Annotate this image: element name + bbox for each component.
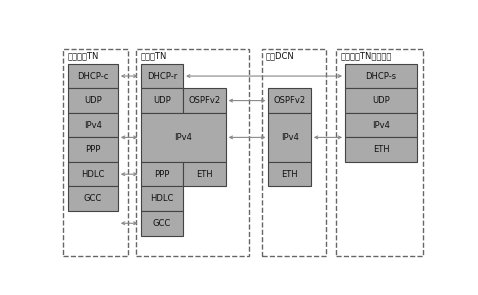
Bar — [68, 88, 118, 113]
Text: 接入型低TN管控系统: 接入型低TN管控系统 — [340, 51, 391, 60]
Text: ETH: ETH — [196, 170, 213, 179]
Bar — [141, 113, 226, 162]
Text: IPv4: IPv4 — [174, 133, 192, 142]
Text: IPv4: IPv4 — [281, 133, 299, 142]
Bar — [345, 64, 417, 88]
Bar — [68, 137, 118, 162]
Text: IPv4: IPv4 — [372, 121, 390, 130]
Bar — [345, 113, 417, 137]
Text: DHCP-c: DHCP-c — [77, 72, 109, 81]
Bar — [141, 162, 183, 186]
Text: 外部DCN: 外部DCN — [266, 51, 295, 60]
Text: 接入型低TN: 接入型低TN — [68, 51, 99, 60]
Bar — [68, 162, 118, 186]
Bar — [183, 88, 226, 113]
Bar — [68, 113, 118, 137]
Bar — [183, 162, 226, 186]
Bar — [268, 88, 311, 113]
Text: DHCP-s: DHCP-s — [366, 72, 397, 81]
Bar — [268, 162, 311, 186]
Text: UDP: UDP — [372, 96, 390, 105]
Bar — [68, 64, 118, 88]
Text: UDP: UDP — [153, 96, 171, 105]
Text: OSPFv2: OSPFv2 — [188, 96, 220, 105]
Text: PPP: PPP — [154, 170, 170, 179]
Bar — [336, 49, 423, 256]
Bar — [64, 49, 128, 256]
Text: HDLC: HDLC — [150, 194, 174, 203]
Bar — [345, 88, 417, 113]
Bar — [141, 64, 183, 88]
Text: GCC: GCC — [84, 194, 102, 203]
Text: OSPFv2: OSPFv2 — [273, 96, 305, 105]
Bar — [141, 186, 183, 211]
Text: IPv4: IPv4 — [84, 121, 102, 130]
Bar — [268, 113, 311, 162]
Text: PPP: PPP — [85, 145, 100, 154]
Bar — [261, 49, 326, 256]
Bar — [68, 186, 118, 211]
Bar — [345, 137, 417, 162]
Text: DHCP-r: DHCP-r — [147, 72, 177, 81]
Text: UDP: UDP — [84, 96, 102, 105]
Text: ETH: ETH — [373, 145, 390, 154]
Text: HDLC: HDLC — [81, 170, 105, 179]
Text: GCC: GCC — [152, 219, 171, 228]
Text: ETH: ETH — [281, 170, 298, 179]
Bar — [136, 49, 249, 256]
Bar — [141, 211, 183, 235]
Text: 局端低TN: 局端低TN — [140, 51, 166, 60]
Bar — [141, 88, 183, 113]
